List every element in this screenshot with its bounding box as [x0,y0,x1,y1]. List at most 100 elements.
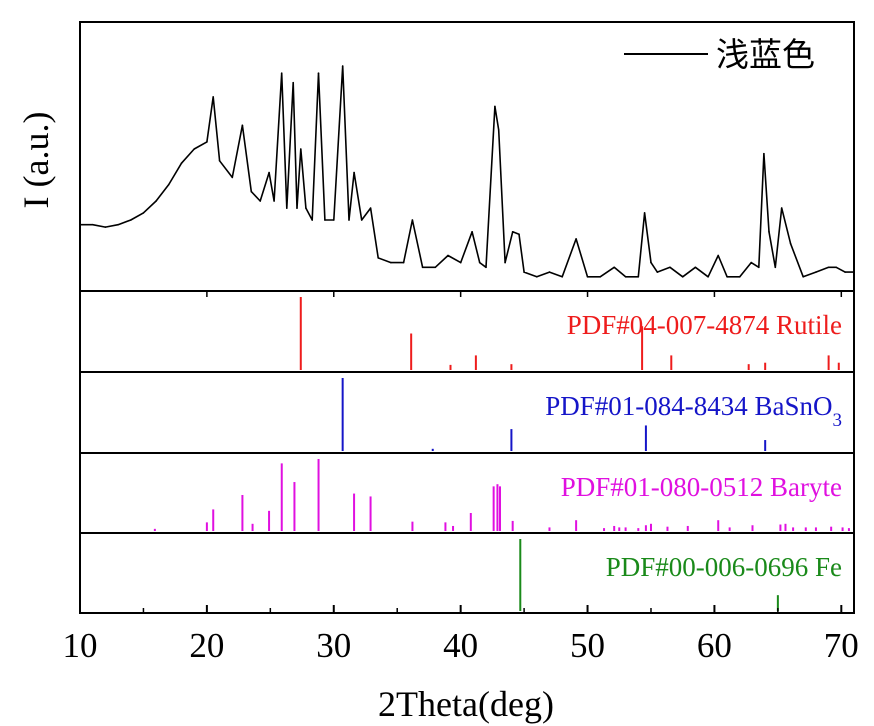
x-tick-label: 60 [697,626,732,665]
data-point [599,276,601,278]
data-point [421,266,424,269]
data-point [193,148,195,150]
data-point [130,219,132,221]
data-point [155,200,157,202]
data-point [650,261,652,264]
data-point [273,200,275,202]
data-point [360,219,363,221]
data-point [206,141,208,143]
data-point [280,72,283,74]
data-point [707,276,709,278]
data-point [780,207,783,209]
reference-label: PDF#04-007-4874 Rutile [567,310,842,340]
data-point [511,231,514,233]
data-point [523,271,525,273]
data-point [79,223,81,226]
x-tick-label: 20 [189,626,224,665]
x-tick-label: 50 [570,626,605,665]
data-point [300,148,302,150]
data-point [353,171,355,174]
data-point [231,176,234,179]
data-point [575,238,577,240]
data-point [726,276,728,278]
data-point [613,266,615,269]
data-point [504,261,506,264]
data-point [853,271,855,273]
data-point [104,226,107,228]
data-point [311,219,314,221]
data-point [844,271,846,273]
data-point [317,72,320,74]
x-tick-label: 30 [316,626,351,665]
reference-label: PDF#00-006-0696 Fe [606,552,842,582]
data-point [305,207,307,209]
axis-layer: 10 20 30 40 50 60 70 [63,291,859,665]
data-point [494,105,496,108]
data-point [259,200,262,202]
spectrum-layer [79,65,855,278]
data-point [142,212,145,214]
data-point [802,276,804,278]
x-tick-label: 10 [63,626,98,665]
data-point [624,276,627,278]
x-tick-label: 70 [824,626,859,665]
data-point [390,261,392,264]
spectrum-line [80,65,854,278]
data-point [763,152,765,155]
reference-label: PDF#01-080-0512 Baryte [561,472,842,502]
data-point [694,266,697,269]
data-point [637,276,640,278]
data-point [717,254,719,257]
data-point [774,266,777,269]
data-point [333,219,335,221]
panel-frame [79,532,855,614]
legend-label: 浅蓝色 [716,35,815,74]
data-point [739,276,741,278]
data-point [324,219,326,221]
data-point [485,266,487,269]
data-point [411,219,414,221]
data-point [268,171,270,174]
data-point [681,276,684,278]
data-point [250,190,253,193]
data-point [471,231,473,233]
data-point [789,242,792,245]
data-point [758,266,760,269]
data-point [402,261,405,264]
data-point [117,223,119,226]
data-point [478,261,481,264]
data-point [292,81,295,84]
data-point [561,276,563,278]
data-point [286,207,288,209]
data-point [218,160,221,162]
data-point [168,183,170,186]
data-point [669,266,671,269]
data-point [459,261,462,264]
data-point [827,266,830,269]
data-point [212,96,214,98]
data-point [586,276,589,278]
reference-label-subscript: 3 [833,410,843,431]
data-point [369,207,372,209]
data-point [835,266,837,269]
data-point [750,261,752,264]
y-axis-label: I (a.u.) [16,112,56,209]
data-point [341,65,344,67]
data-point [377,257,380,259]
data-point [518,233,520,235]
data-point [768,231,770,233]
data-point [180,162,183,164]
data-point [447,254,449,257]
panel-frames [79,21,855,614]
data-point [91,223,94,226]
data-point [536,276,538,278]
data-point [497,129,500,131]
data-point [241,124,244,127]
data-point [296,207,298,209]
reference-label: PDF#01-084-8434 BaSnO3 [545,391,842,431]
x-axis-label: 2Theta(deg) [378,684,554,724]
data-point [434,266,437,269]
x-tick-label: 40 [443,626,478,665]
data-point [656,271,659,273]
